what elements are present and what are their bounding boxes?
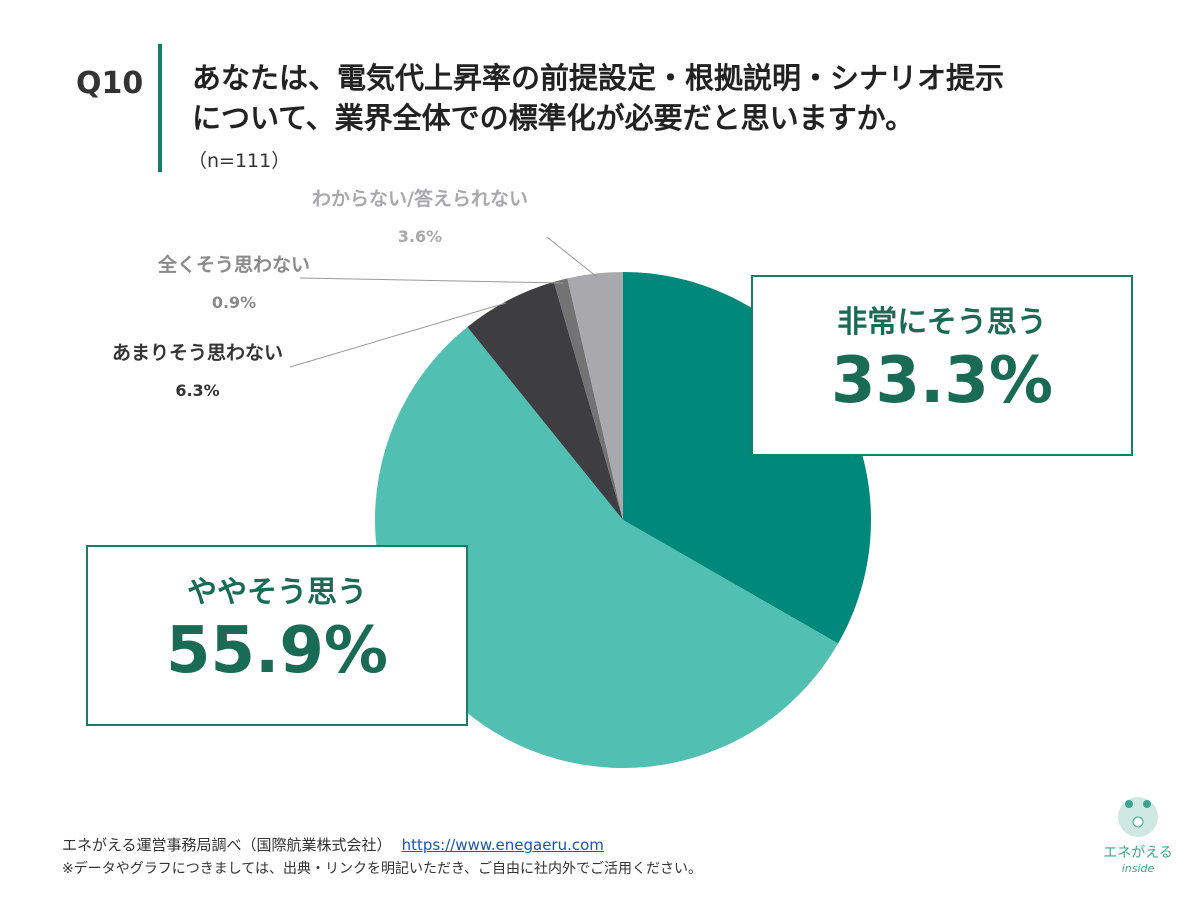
callout-somewhat-agree: ややそう思う 55.9% [86,545,468,726]
frog-bulb-logo-icon [1118,797,1158,837]
question-title: あなたは、電気代上昇率の前提設定・根拠説明・シナリオ提示 について、業界全体での… [192,58,1004,138]
pie-slice-4 [567,272,623,520]
callout-value: 55.9% [165,614,389,688]
pie-slice-3 [553,278,623,520]
pie-slice-1 [374,326,839,768]
label-text: 全くそう思わない [158,254,311,276]
question-number: Q10 [76,66,144,101]
title-divider [158,44,162,172]
sample-size: （n=111） [188,150,291,172]
question-line-2: について、業界全体での標準化が必要だと思いますか。 [192,101,915,135]
pie-slice-2 [467,281,623,520]
usage-note: ※データやグラフにつきましては、出典・リンクを明記いただき、ご自由に社内外でご活… [62,861,703,877]
logo-text: エネがえる [1103,845,1173,861]
slice-label-not-at-all: 全くそう思わない 0.9% [158,250,310,312]
callout-value: 33.3% [830,344,1054,418]
logo-sub: inside [1121,862,1155,875]
source-note: エネがえる運営事務局調べ（国際航業株式会社） https://www.enegae… [62,834,604,855]
leader-line-not-much [289,302,507,368]
slice-label-dont-know: わからない/答えられない 3.6% [312,184,528,246]
source-text: エネがえる運営事務局調べ（国際航業株式会社） [62,836,392,854]
label-value: 3.6% [397,227,443,246]
slice-label-not-much: あまりそう思わない 6.3% [112,338,283,400]
logo: エネがえる inside [1096,792,1180,875]
callout-label: ややそう思う [187,575,367,610]
callout-label: 非常にそう思う [837,305,1047,340]
label-text: わからない/答えられない [312,188,528,210]
callout-strongly-agree: 非常にそう思う 33.3% [751,275,1133,456]
leader-line-not-at-all [299,277,564,284]
label-value: 0.9% [211,293,257,312]
source-link[interactable]: https://www.enegaeru.com [401,836,604,854]
label-text: あまりそう思わない [112,342,284,364]
question-line-1: あなたは、電気代上昇率の前提設定・根拠説明・シナリオ提示 [192,61,1005,95]
label-value: 6.3% [175,381,220,400]
leader-line-dont-know [546,236,598,278]
